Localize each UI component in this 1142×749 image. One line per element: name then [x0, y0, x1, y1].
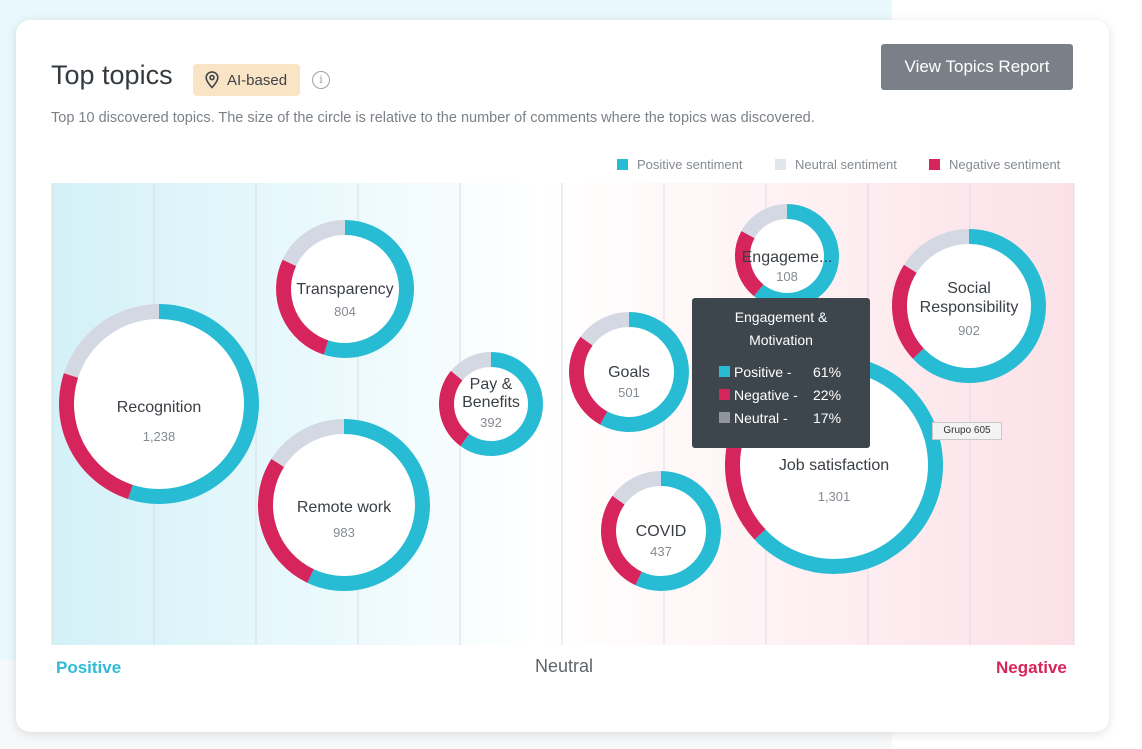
tooltip-row-neutral: Neutral - 17%: [719, 406, 870, 429]
bubble-label: Recognition: [117, 399, 202, 416]
bubble-label: Benefits: [462, 394, 520, 411]
topic-bubble[interactable]: Goals 501: [569, 312, 689, 432]
hover-label-tooltip: Grupo 605: [932, 422, 1002, 440]
bubble-count: 983: [333, 525, 355, 540]
bubble-label: Remote work: [297, 499, 392, 516]
bubble-label: Responsibility: [920, 299, 1019, 316]
axis-label-negative: Negative: [996, 658, 1067, 678]
bubble-label: Pay &: [470, 376, 513, 393]
bubble-count: 392: [480, 415, 502, 430]
bubble-count: 1,301: [818, 489, 851, 504]
tooltip-row-positive: Positive - 61%: [719, 360, 870, 383]
topic-bubble[interactable]: Recognition 1,238: [59, 304, 259, 504]
tooltip-row-negative: Negative - 22%: [719, 383, 870, 406]
axis-label-positive: Positive: [56, 658, 121, 678]
tooltip-swatch-neutral: [719, 412, 730, 423]
tooltip-value-neutral: 17%: [813, 410, 841, 426]
bubble-label: COVID: [636, 523, 687, 540]
bubble-count: 501: [618, 385, 640, 400]
tooltip-value-negative: 22%: [813, 387, 841, 403]
bubble-label: Transparency: [296, 281, 393, 298]
tooltip-title-line1: Engagement &: [692, 306, 870, 329]
topic-bubble[interactable]: Transparency 804: [276, 220, 414, 358]
tooltip-value-positive: 61%: [813, 364, 841, 380]
bubble-label: Social: [947, 280, 991, 297]
topic-bubble[interactable]: Social Responsibility 902: [892, 229, 1046, 383]
topic-bubble[interactable]: Pay &Benefits 392: [439, 352, 543, 456]
bubble-count: 1,238: [143, 429, 176, 444]
bubble-tooltip: Engagement & Motivation Positive - 61% N…: [692, 298, 870, 448]
tooltip-swatch-positive: [719, 366, 730, 377]
bubble-label: Job satisfaction: [779, 457, 889, 474]
bubble-count: 108: [776, 269, 798, 284]
bubble-label: Goals: [608, 364, 650, 381]
bubble-count: 902: [958, 323, 980, 338]
tooltip-label-neutral: Neutral -: [734, 410, 813, 426]
tooltip-swatch-negative: [719, 389, 730, 400]
tooltip-label-positive: Positive -: [734, 364, 813, 380]
topic-bubble[interactable]: COVID 437: [601, 471, 721, 591]
topic-bubble[interactable]: Remote work 983: [258, 419, 430, 591]
tooltip-label-negative: Negative -: [734, 387, 813, 403]
bubble-label: Engageme...: [742, 249, 833, 266]
topic-bubble[interactable]: Engageme... 108: [735, 204, 839, 308]
bubble-count: 804: [334, 304, 356, 319]
tooltip-title-line2: Motivation: [692, 329, 870, 352]
axis-label-neutral: Neutral: [535, 656, 593, 677]
bubble-count: 437: [650, 544, 672, 559]
